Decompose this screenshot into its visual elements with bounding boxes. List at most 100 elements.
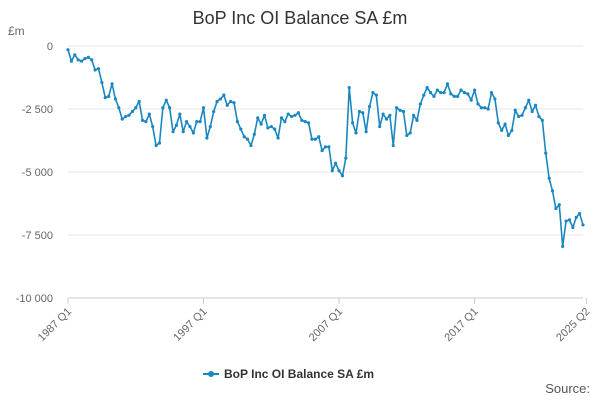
data-point[interactable] xyxy=(469,98,473,102)
data-point[interactable] xyxy=(452,94,456,98)
data-point[interactable] xyxy=(405,133,409,138)
data-point[interactable] xyxy=(374,93,378,97)
data-point[interactable] xyxy=(334,161,338,165)
data-point[interactable] xyxy=(235,120,240,124)
data-point[interactable] xyxy=(347,85,351,90)
data-point[interactable] xyxy=(242,135,246,139)
data-point[interactable] xyxy=(361,111,365,115)
data-point[interactable] xyxy=(578,211,582,216)
data-point[interactable] xyxy=(523,106,528,110)
data-point[interactable] xyxy=(415,118,419,122)
data-point[interactable] xyxy=(527,98,531,102)
data-point[interactable] xyxy=(384,117,389,121)
data-point[interactable] xyxy=(456,94,460,98)
data-point[interactable] xyxy=(506,133,511,138)
data-point[interactable] xyxy=(500,128,504,133)
data-point[interactable] xyxy=(259,122,263,126)
data-point[interactable] xyxy=(398,108,402,112)
data-point[interactable] xyxy=(561,244,565,248)
data-point[interactable] xyxy=(466,92,470,96)
data-point[interactable] xyxy=(144,120,148,124)
data-point[interactable] xyxy=(439,91,443,95)
data-point[interactable] xyxy=(154,143,158,148)
data-point[interactable] xyxy=(184,120,189,124)
data-point[interactable] xyxy=(371,91,375,95)
data-point[interactable] xyxy=(147,112,151,116)
data-point[interactable] xyxy=(327,145,331,149)
data-point[interactable] xyxy=(425,85,429,90)
data-point[interactable] xyxy=(110,82,114,86)
data-point[interactable] xyxy=(354,131,358,135)
data-point[interactable] xyxy=(276,136,280,140)
data-point[interactable] xyxy=(198,120,202,124)
data-point[interactable] xyxy=(517,114,521,119)
data-point[interactable] xyxy=(418,102,422,106)
data-point[interactable] xyxy=(293,113,297,117)
data-point[interactable] xyxy=(212,109,216,114)
data-point[interactable] xyxy=(113,97,118,101)
data-point[interactable] xyxy=(564,219,568,223)
data-point[interactable] xyxy=(96,67,101,71)
data-point[interactable] xyxy=(90,58,94,62)
data-point[interactable] xyxy=(195,120,199,124)
data-point[interactable] xyxy=(479,106,483,110)
data-point[interactable] xyxy=(283,120,287,124)
legend[interactable]: BoP Inc OI Balance SA £m xyxy=(203,367,374,381)
data-point[interactable] xyxy=(76,58,80,62)
data-point[interactable] xyxy=(239,127,243,131)
data-point[interactable] xyxy=(174,123,179,127)
data-point[interactable] xyxy=(567,218,572,222)
data-point[interactable] xyxy=(137,99,141,104)
data-point[interactable] xyxy=(503,122,507,126)
data-point[interactable] xyxy=(225,103,229,107)
data-point[interactable] xyxy=(249,143,253,148)
data-point[interactable] xyxy=(330,169,334,173)
data-point[interactable] xyxy=(151,125,155,129)
data-point[interactable] xyxy=(337,169,341,173)
data-point[interactable] xyxy=(510,128,514,133)
data-point[interactable] xyxy=(323,145,328,149)
data-point[interactable] xyxy=(391,143,395,148)
data-point[interactable] xyxy=(411,113,416,117)
data-point[interactable] xyxy=(428,91,433,95)
data-point[interactable] xyxy=(537,114,541,119)
data-point[interactable] xyxy=(296,111,300,115)
data-point[interactable] xyxy=(357,109,361,114)
data-point[interactable] xyxy=(533,103,538,107)
data-point[interactable] xyxy=(83,57,87,61)
data-point[interactable] xyxy=(93,68,97,72)
data-point[interactable] xyxy=(422,93,426,97)
data-point[interactable] xyxy=(191,131,195,135)
data-point[interactable] xyxy=(273,127,277,131)
data-point[interactable] xyxy=(317,135,321,139)
data-point[interactable] xyxy=(215,99,219,104)
data-point[interactable] xyxy=(205,136,209,140)
data-point[interactable] xyxy=(401,109,406,114)
data-point[interactable] xyxy=(269,125,273,129)
data-point[interactable] xyxy=(245,137,250,141)
data-point[interactable] xyxy=(388,113,392,117)
data-point[interactable] xyxy=(340,174,345,178)
data-point[interactable] xyxy=(69,59,73,63)
data-point[interactable] xyxy=(547,176,551,180)
data-point[interactable] xyxy=(462,91,467,95)
data-point[interactable] xyxy=(290,114,294,119)
data-point[interactable] xyxy=(581,223,585,227)
data-point[interactable] xyxy=(472,88,477,92)
data-point[interactable] xyxy=(395,106,399,110)
data-point[interactable] xyxy=(66,48,70,52)
data-point[interactable] xyxy=(435,88,439,92)
data-point[interactable] xyxy=(378,125,382,129)
data-point[interactable] xyxy=(554,206,558,211)
data-point[interactable] xyxy=(574,215,578,219)
data-point[interactable] xyxy=(188,125,192,129)
data-point[interactable] xyxy=(107,94,111,98)
data-point[interactable] xyxy=(571,225,575,230)
data-point[interactable] xyxy=(351,121,355,125)
data-point[interactable] xyxy=(493,97,497,101)
data-point[interactable] xyxy=(364,130,368,134)
data-point[interactable] xyxy=(496,121,500,125)
data-point[interactable] xyxy=(232,101,236,105)
data-point[interactable] xyxy=(222,93,226,97)
data-point[interactable] xyxy=(513,108,517,112)
